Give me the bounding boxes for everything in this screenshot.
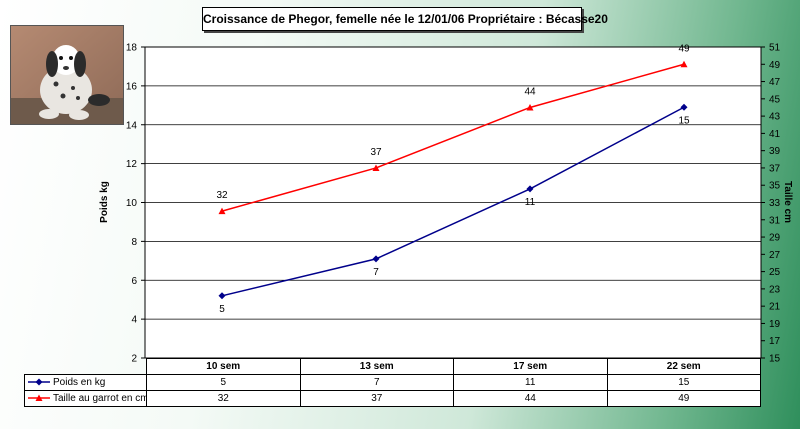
table-cell: 37: [299, 390, 454, 407]
legend-label: Taille au garrot en cm: [53, 393, 147, 404]
right-tick-label: 49: [769, 60, 781, 71]
table-cell: 49: [606, 390, 761, 407]
data-label: 15: [678, 115, 690, 126]
chart-title: Croissance de Phegor, femelle née le 12/…: [202, 7, 608, 31]
legend-label: Poids en kg: [53, 377, 106, 388]
table-cell: 44: [453, 390, 608, 407]
table-cell: 5: [146, 374, 301, 391]
right-tick-label: 27: [769, 250, 781, 261]
category-label: 13 sem: [299, 358, 454, 375]
left-tick-label: 12: [126, 159, 138, 170]
data-point: [218, 292, 226, 300]
left-tick-label: 8: [131, 237, 137, 248]
right-tick-label: 17: [769, 336, 781, 347]
series-lines: [218, 60, 688, 300]
diamond-marker-icon: [28, 378, 50, 386]
right-tick-label: 29: [769, 233, 781, 244]
right-tick-label: 21: [769, 302, 781, 313]
left-tick-label: 6: [131, 276, 137, 287]
table-cell: 32: [146, 390, 301, 407]
right-tick-label: 37: [769, 163, 781, 174]
data-label: 11: [525, 197, 536, 208]
right-tick-label: 33: [769, 198, 781, 209]
table-cell: 11: [453, 374, 608, 391]
legend-entry-poids: Poids en kg: [24, 374, 147, 391]
data-point: [526, 185, 534, 193]
data-point: [372, 164, 380, 171]
right-tick-label: 35: [769, 181, 781, 192]
data-label: 44: [524, 86, 536, 97]
dog-photo: [10, 25, 124, 125]
data-label: 5: [219, 304, 225, 315]
category-label: 17 sem: [453, 358, 608, 375]
series-line: [221, 63, 685, 212]
triangle-marker-icon: [28, 394, 50, 402]
table-cell: 15: [606, 374, 761, 391]
data-point: [372, 255, 380, 263]
table-cell: 7: [299, 374, 454, 391]
right-tick-label: 45: [769, 94, 781, 105]
table-row: Taille au garrot en cm 32 37 44 49: [24, 390, 761, 407]
data-point: [680, 60, 688, 68]
series-line: [221, 106, 685, 297]
right-tick-label: 15: [769, 354, 781, 365]
right-axis-ticks: 15 17 19 21 23 25 27 29 31 33 35 37 39 41 43 45 47 49 51: [761, 43, 781, 365]
left-tick-label: 14: [126, 120, 138, 131]
left-tick-label: 18: [126, 43, 138, 54]
left-tick-label: 16: [126, 81, 138, 92]
data-point: [218, 207, 226, 215]
data-point: [680, 103, 688, 111]
left-tick-label: 10: [126, 198, 138, 209]
right-tick-label: 23: [769, 284, 781, 295]
right-tick-label: 47: [769, 77, 781, 88]
right-tick-label: 43: [769, 112, 781, 123]
table-header-row: 10 sem 13 sem 17 sem 22 sem: [24, 358, 761, 375]
data-label: 49: [678, 43, 690, 54]
table-corner: [24, 358, 147, 375]
left-tick-label: 4: [131, 315, 137, 326]
gridlines: [145, 85, 761, 320]
category-label: 10 sem: [146, 358, 301, 375]
right-tick-label: 51: [769, 43, 781, 54]
data-point: [526, 103, 534, 111]
left-axis-title: Poids kg: [99, 181, 110, 223]
data-label: 7: [373, 267, 379, 278]
data-labels: 5 7 11 15 32 37 44 49: [216, 43, 690, 315]
right-tick-label: 25: [769, 267, 781, 278]
right-tick-label: 39: [769, 146, 781, 157]
right-tick-label: 19: [769, 319, 781, 330]
table-row: Poids en kg 5 7 11 15: [24, 374, 761, 391]
data-table: 10 sem 13 sem 17 sem 22 sem Poids en kg …: [24, 358, 761, 407]
category-label: 22 sem: [606, 358, 761, 375]
legend-entry-taille: Taille au garrot en cm: [24, 390, 147, 407]
data-label: 37: [370, 147, 382, 158]
right-tick-label: 41: [769, 129, 781, 140]
data-label: 32: [216, 190, 228, 201]
right-tick-label: 31: [769, 215, 781, 226]
right-axis-title: Taille cm: [782, 181, 793, 223]
